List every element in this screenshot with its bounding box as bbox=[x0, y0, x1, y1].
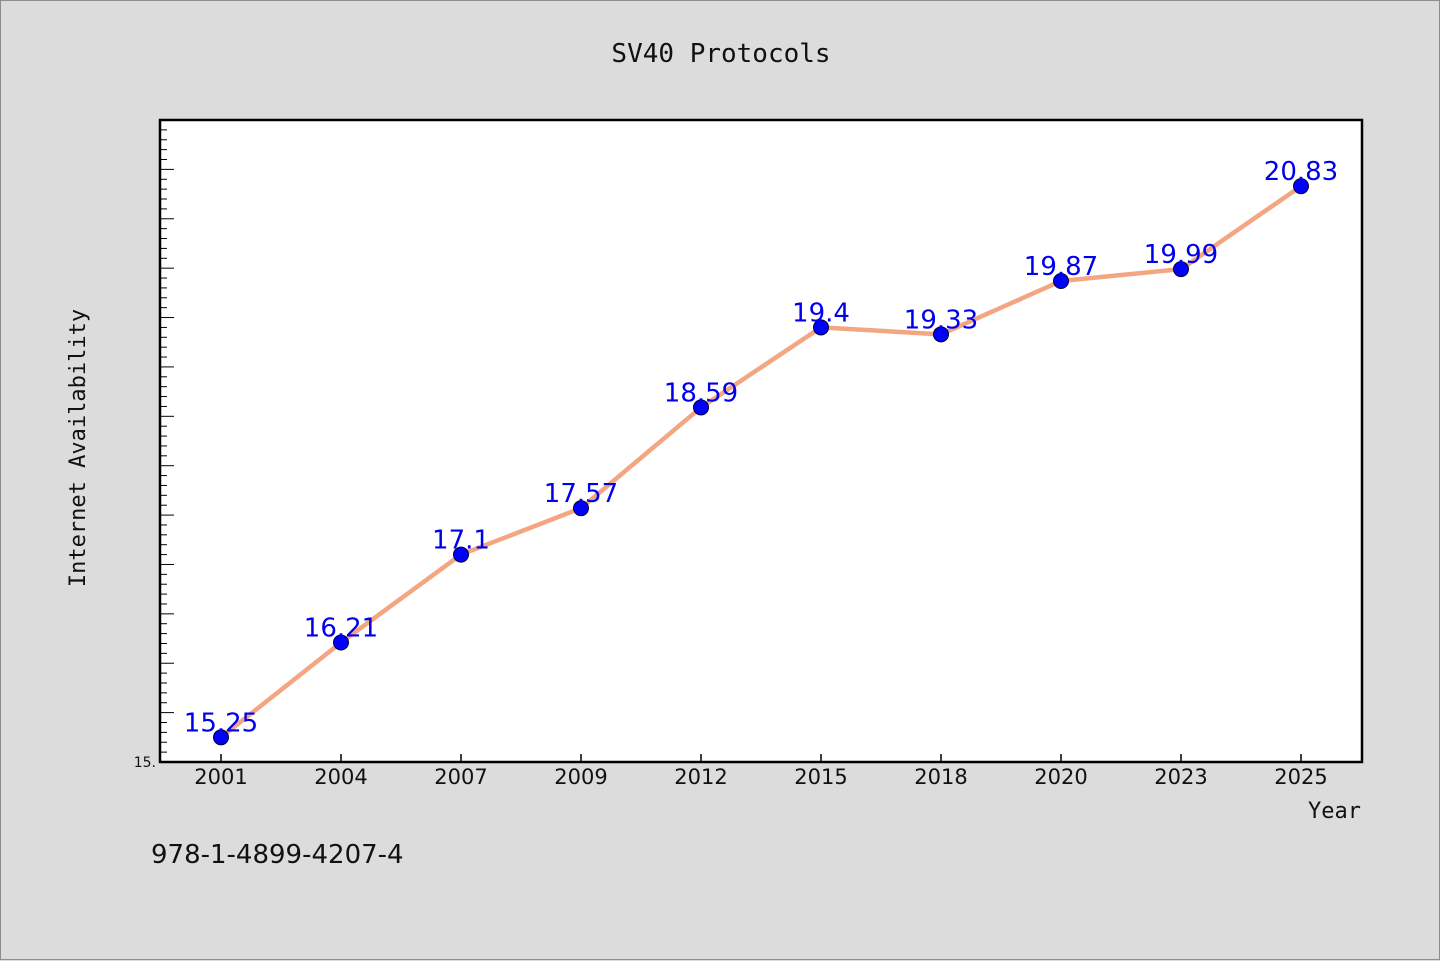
x-tick-label: 2020 bbox=[1034, 765, 1087, 789]
y-axis-label: Internet Availability bbox=[66, 309, 91, 587]
x-tick-label: 2001 bbox=[194, 765, 247, 789]
x-tick-label: 2007 bbox=[434, 765, 487, 789]
x-tick-label: 2015 bbox=[794, 765, 847, 789]
data-point bbox=[573, 500, 589, 517]
data-point bbox=[813, 319, 829, 336]
footnote-isbn: 978-1-4899-4207-4 bbox=[151, 840, 404, 870]
x-tick-label: 2018 bbox=[914, 765, 967, 789]
y-tick-label: 15. bbox=[134, 755, 156, 771]
x-tick-label: 2023 bbox=[1154, 765, 1207, 789]
data-label: 19.99 bbox=[1144, 240, 1218, 270]
data-label: 16.21 bbox=[304, 613, 378, 643]
plot-area bbox=[158, 118, 1364, 764]
y-axis-ticks bbox=[160, 119, 174, 763]
data-point bbox=[693, 399, 709, 416]
data-point bbox=[1293, 178, 1309, 195]
data-label: 19.4 bbox=[792, 298, 850, 328]
data-point bbox=[213, 729, 229, 746]
data-point bbox=[1053, 272, 1069, 289]
series-line bbox=[219, 184, 1303, 740]
data-labels: 15.25 16.21 17.1 17.57 18.59 19.4 19.33 19.87 19… bbox=[184, 157, 1338, 738]
data-label: 20.83 bbox=[1264, 157, 1338, 187]
data-point bbox=[933, 326, 949, 343]
data-markers bbox=[213, 178, 1309, 746]
x-tick-label: 2012 bbox=[674, 765, 727, 789]
x-axis-ticks bbox=[220, 754, 1302, 762]
data-label: 19.33 bbox=[904, 305, 978, 335]
x-tick-label: 2009 bbox=[554, 765, 607, 789]
x-axis-tick-labels: 2001 2004 2007 2009 2012 2015 2018 2020 2023 2025 bbox=[194, 765, 1327, 789]
data-label: 19.87 bbox=[1024, 252, 1098, 282]
data-point bbox=[453, 546, 469, 563]
x-tick-label: 2025 bbox=[1274, 765, 1327, 789]
data-label: 15.25 bbox=[184, 708, 258, 738]
data-label: 18.59 bbox=[664, 378, 738, 408]
x-tick-label: 2004 bbox=[314, 765, 367, 789]
chart-title: SV40 Protocols bbox=[611, 39, 830, 69]
data-point bbox=[333, 634, 349, 651]
data-label: 17.1 bbox=[432, 526, 490, 556]
data-point bbox=[1173, 261, 1189, 278]
data-label: 17.57 bbox=[544, 479, 618, 509]
x-axis-label: Year bbox=[1308, 799, 1361, 824]
